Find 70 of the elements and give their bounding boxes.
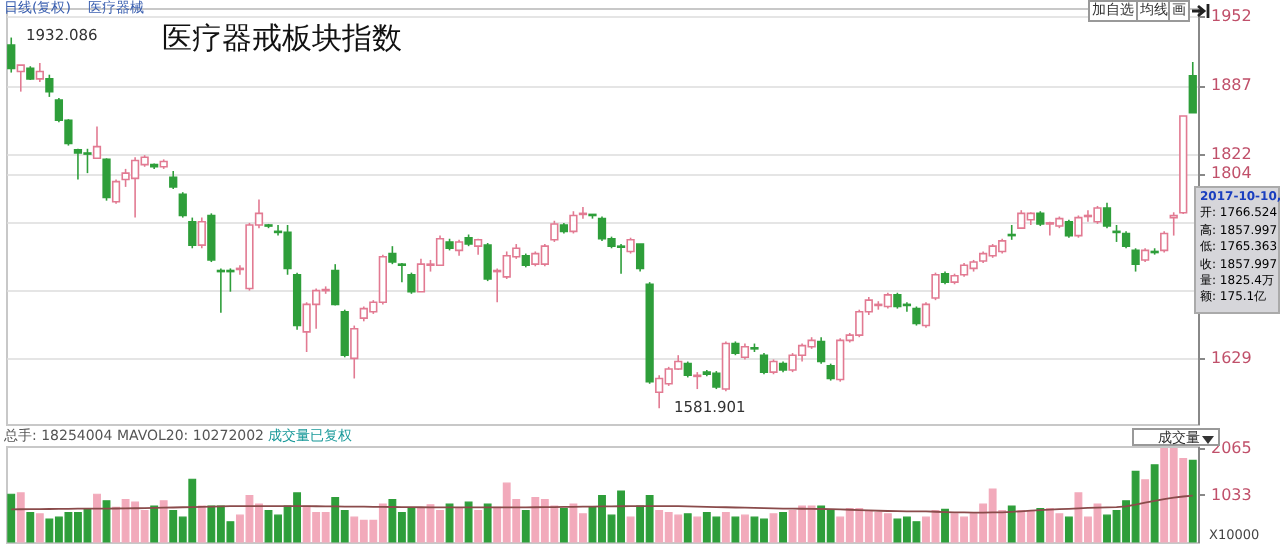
bar bbox=[483, 503, 492, 543]
bar bbox=[693, 516, 702, 543]
y-tick-label: 1629 bbox=[1211, 349, 1252, 368]
bar bbox=[35, 513, 44, 543]
y-tick-label: 1887 bbox=[1211, 76, 1252, 95]
y-tick-label: 1822 bbox=[1211, 145, 1252, 164]
candlestick bbox=[111, 178, 121, 205]
y-tick-label: 1952 bbox=[1211, 7, 1252, 26]
bar bbox=[1064, 516, 1073, 543]
candlestick bbox=[569, 210, 578, 235]
candlestick bbox=[92, 125, 102, 160]
candlestick bbox=[188, 216, 197, 250]
candlestick bbox=[340, 308, 349, 359]
candlestick bbox=[483, 242, 492, 282]
bar bbox=[941, 508, 949, 543]
chart-title: 医疗器戒板块指数 bbox=[162, 20, 402, 56]
bar bbox=[455, 508, 464, 543]
candlestick bbox=[45, 73, 54, 98]
bar bbox=[626, 516, 635, 543]
candlestick bbox=[1131, 247, 1140, 273]
bar bbox=[474, 510, 483, 543]
candlestick bbox=[7, 36, 16, 74]
candlestick bbox=[331, 263, 340, 307]
candlestick bbox=[102, 157, 111, 202]
candlestick bbox=[550, 219, 559, 243]
bar bbox=[1007, 505, 1016, 543]
candlestick bbox=[1188, 61, 1197, 114]
y-tick-label: 1033 bbox=[1211, 485, 1252, 504]
candlestick bbox=[759, 352, 769, 376]
line-series bbox=[10, 494, 1194, 514]
bar bbox=[1036, 508, 1045, 543]
bar bbox=[1141, 479, 1150, 543]
bar bbox=[93, 493, 101, 543]
bar bbox=[445, 503, 454, 543]
candlestick bbox=[35, 62, 44, 83]
bar bbox=[150, 505, 159, 543]
candlestick bbox=[1074, 214, 1083, 239]
candlestick bbox=[921, 301, 931, 329]
bar bbox=[683, 513, 692, 543]
bar bbox=[16, 492, 25, 543]
bar bbox=[769, 513, 778, 543]
bar bbox=[159, 500, 168, 543]
bar bbox=[1150, 464, 1159, 543]
bar bbox=[7, 493, 16, 543]
candlestick bbox=[931, 271, 940, 301]
candlestick bbox=[635, 243, 645, 273]
bar bbox=[102, 500, 111, 543]
candlestick bbox=[350, 324, 359, 380]
bar bbox=[1188, 459, 1197, 543]
y-tick-label: 1804 bbox=[1211, 164, 1252, 183]
candlestick bbox=[197, 216, 206, 250]
bar bbox=[559, 508, 568, 543]
bar bbox=[779, 511, 787, 543]
candlestick bbox=[407, 271, 416, 295]
candlestick bbox=[178, 191, 187, 219]
candlestick bbox=[721, 340, 730, 392]
candlestick bbox=[16, 64, 25, 93]
bar bbox=[26, 511, 35, 543]
candlestick bbox=[1102, 201, 1112, 229]
bar bbox=[521, 510, 530, 543]
candlestick bbox=[397, 262, 407, 283]
candlestick bbox=[912, 305, 921, 327]
candlestick bbox=[1160, 230, 1169, 254]
bar bbox=[197, 505, 206, 543]
candlestick bbox=[817, 336, 826, 365]
candlestick bbox=[207, 212, 216, 263]
bar bbox=[731, 516, 740, 543]
bar bbox=[464, 501, 473, 543]
bar bbox=[740, 514, 749, 543]
bar bbox=[721, 511, 730, 543]
